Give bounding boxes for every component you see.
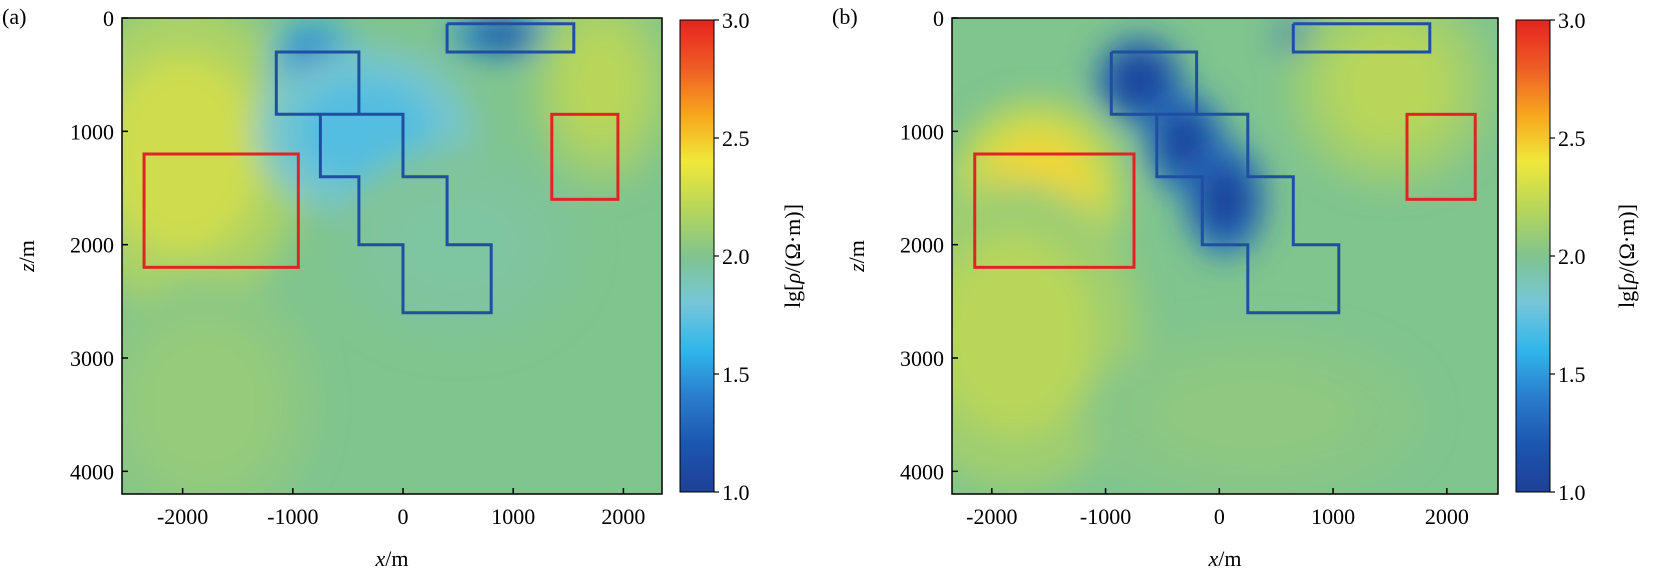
colorbar-a: 3.0 2.5 2.0 1.5 1.0 lg[ρ/(Ω·m)] — [679, 8, 805, 505]
plot-frame-b — [951, 17, 1499, 495]
x-tick-label: 2000 — [1425, 504, 1469, 529]
anomaly-core — [952, 235, 1097, 436]
model-body-outline — [1111, 50, 1341, 315]
colorbar-gradient-a — [679, 19, 715, 493]
y-axis-label-a: z/m — [14, 240, 39, 273]
resistive-body-outline — [973, 152, 1136, 269]
colorbar-tick-label: 3.0 — [722, 8, 750, 33]
model-body-outline — [1109, 52, 1157, 116]
x-axis-label-a: x/m — [375, 546, 409, 571]
x-tick-label: 1000 — [491, 504, 535, 529]
x-tick-label: 0 — [1214, 504, 1225, 529]
colorbar-tick-label: 2.0 — [722, 244, 750, 269]
anomaly-core — [134, 321, 276, 485]
y-axis-b: 0 1000 2000 3000 4000 — [900, 6, 958, 484]
anomaly-core — [1144, 360, 1363, 470]
colorbar-tick-label: 1.0 — [1558, 480, 1586, 505]
x-tick-label: -2000 — [157, 504, 208, 529]
colorbar-b: 3.0 2.5 2.0 1.5 1.0 lg[ρ/(Ω·m)] — [1515, 8, 1639, 505]
x-tick-label: -1000 — [267, 504, 318, 529]
x-tick-label: 0 — [398, 504, 409, 529]
y-tick-label: 3000 — [70, 346, 114, 371]
y-tick-label: 4000 — [900, 459, 944, 484]
anomaly-core — [557, 22, 646, 150]
colorbar-tick-label: 2.0 — [1558, 244, 1586, 269]
anomaly-core — [1112, 53, 1167, 108]
anomaly-core — [468, 21, 536, 49]
x-axis-label-b: x/m — [1208, 546, 1242, 571]
panel-a: (a) -2000 -1000 0 1000 2000 0 1000 2000 3000 400… — [2, 4, 663, 571]
anomaly-core — [1199, 163, 1251, 236]
colorbar-gradient-b — [1515, 19, 1551, 493]
y-tick-label: 1000 — [70, 119, 114, 144]
x-tick-label: -1000 — [1080, 504, 1131, 529]
y-tick-label: 3000 — [900, 346, 944, 371]
colorbar-tick-label: 1.0 — [722, 480, 750, 505]
plot-frame-a — [121, 17, 663, 495]
y-tick-label: 4000 — [70, 459, 114, 484]
colorbar-tick-label: 2.5 — [722, 126, 750, 151]
x-axis-a: -2000 -1000 0 1000 2000 — [157, 488, 645, 529]
colorbar-tick-label: 1.5 — [722, 362, 750, 387]
resistive-body-outline — [142, 152, 300, 269]
colorbar-label-b: lg[ρ/(Ω·m)] — [1614, 204, 1639, 308]
panel-label-a: (a) — [2, 4, 26, 29]
model-body-outline — [445, 22, 576, 54]
y-tick-label: 2000 — [70, 233, 114, 258]
x-tick-label: -2000 — [966, 504, 1017, 529]
heatmap-a — [122, 18, 662, 494]
resistive-body-outline — [1405, 112, 1477, 201]
anomaly-core — [1326, 22, 1454, 150]
y-tick-label: 1000 — [900, 119, 944, 144]
model-body-outline — [274, 50, 493, 315]
x-tick-label: 1000 — [1311, 504, 1355, 529]
y-axis-a: 0 1000 2000 3000 4000 — [70, 6, 128, 484]
resistive-body-outline — [550, 112, 620, 201]
y-tick-label: 0 — [933, 6, 944, 31]
colorbar-tick-label: 2.5 — [1558, 126, 1586, 151]
model-body-outline — [1291, 22, 1432, 54]
x-tick-label: 2000 — [601, 504, 645, 529]
colorbar-tick-label: 1.5 — [1558, 362, 1586, 387]
x-axis-b: -2000 -1000 0 1000 2000 — [966, 488, 1469, 529]
colorbar-tick-label: 3.0 — [1558, 8, 1586, 33]
y-tick-label: 0 — [103, 6, 114, 31]
heatmap-b — [952, 18, 1498, 494]
y-axis-label-b: z/m — [844, 240, 869, 273]
panel-label-b: (b) — [832, 4, 858, 29]
panel-b: (b) -2000 -1000 0 1000 2000 0 1000 2000 3000 400… — [832, 4, 1499, 571]
y-tick-label: 2000 — [900, 233, 944, 258]
colorbar-label-a: lg[ρ/(Ω·m)] — [780, 204, 805, 308]
